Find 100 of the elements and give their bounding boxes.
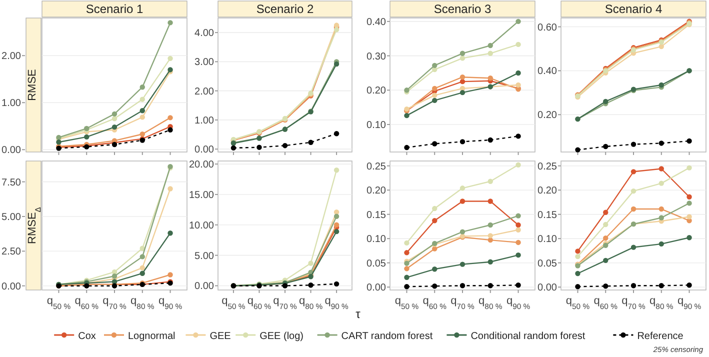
y-tick-label: 0.40 <box>538 66 558 78</box>
y-tick-label: 0.00 <box>366 282 386 294</box>
x-tick-label: q$_{80 %}$ <box>298 295 323 310</box>
y-tick-label: 5.00 <box>2 212 22 223</box>
y-tick-label: 0.05 <box>366 258 386 270</box>
point <box>630 142 636 147</box>
x-tick-label: q$_{90 %}$ <box>158 295 182 310</box>
point <box>460 283 466 288</box>
legend-label: Lognormal <box>128 331 176 342</box>
point <box>334 27 340 32</box>
point <box>460 78 466 84</box>
point <box>334 168 340 173</box>
y-tick-label: 0.15 <box>538 210 558 221</box>
point <box>603 222 608 228</box>
point <box>686 235 692 240</box>
point <box>658 241 664 247</box>
point <box>168 272 173 278</box>
y-tick-label: 7.50 <box>2 177 22 188</box>
point <box>488 42 493 48</box>
point <box>140 114 145 120</box>
point <box>432 206 438 212</box>
point <box>488 233 493 238</box>
y-tick-label: 0.00 <box>2 281 22 292</box>
x-tick-label: q$_{60 %}$ <box>422 295 447 310</box>
x-tick-label: q$_{50 %}$ <box>222 295 246 310</box>
x-tick-label: q$_{90 %}$ <box>677 295 702 310</box>
point <box>603 236 608 241</box>
y-tick-label: 0.20 <box>366 86 386 97</box>
point <box>603 210 608 216</box>
chart-title: Scenario 1 <box>86 2 144 16</box>
legend-label: Reference <box>637 331 684 342</box>
point <box>404 240 410 246</box>
point <box>488 259 493 264</box>
point <box>686 282 692 288</box>
point <box>308 282 314 288</box>
point <box>516 213 521 218</box>
point <box>460 229 466 234</box>
point <box>658 283 664 288</box>
point <box>686 194 692 200</box>
point <box>460 198 466 204</box>
y-tick-label: 0.00 <box>194 281 214 292</box>
legend-label: GEE <box>210 331 232 342</box>
point <box>630 188 636 194</box>
y-tick-label: 0.60 <box>538 22 558 34</box>
y-tick-label: 2.00 <box>2 51 22 62</box>
point <box>112 124 118 130</box>
point <box>112 116 118 122</box>
x-axis-title: τ <box>356 307 361 321</box>
point <box>56 140 62 145</box>
point <box>112 111 118 117</box>
point <box>404 266 410 272</box>
legend-label: Conditional random forest <box>470 331 586 342</box>
x-tick-label: q$_{80 %}$ <box>130 295 154 310</box>
point <box>488 76 493 81</box>
point <box>488 50 493 56</box>
point <box>308 140 314 145</box>
chart-title: Scenario 4 <box>604 2 663 16</box>
point <box>658 206 664 212</box>
y-tick-label: 0.20 <box>538 110 558 122</box>
y-tick-label: 1.00 <box>2 98 22 110</box>
y-tick-label: 0.15 <box>366 210 386 221</box>
point <box>460 50 466 56</box>
point <box>686 138 692 144</box>
y-tick-label: 1.00 <box>194 115 214 126</box>
y-tick-label: 0.10 <box>538 234 558 246</box>
x-tick-label: q$_{90 %}$ <box>506 295 530 310</box>
y-tick-label: 2.00 <box>194 86 214 98</box>
point <box>432 266 438 272</box>
point <box>432 92 438 98</box>
point <box>404 250 410 256</box>
point <box>112 274 118 279</box>
x-tick-label: q$_{80 %}$ <box>478 295 502 310</box>
point <box>488 283 493 288</box>
point <box>334 281 340 287</box>
y-tick-label: 0.05 <box>538 258 558 270</box>
point <box>630 206 636 212</box>
point <box>432 284 438 289</box>
point <box>575 270 580 276</box>
y-axis-title: RMSE <box>26 69 38 101</box>
point <box>516 82 521 88</box>
point <box>603 98 608 104</box>
y-tick-label: 0.40 <box>366 16 386 28</box>
y-tick-label: 0.00 <box>2 145 22 156</box>
point <box>516 42 521 48</box>
point <box>282 283 288 288</box>
x-tick-label: q$_{60 %}$ <box>247 295 272 310</box>
y-tick-label: 0.20 <box>366 186 386 197</box>
x-tick-label: q$_{70 %}$ <box>622 295 646 310</box>
y-tick-label: 0.25 <box>366 161 386 172</box>
point <box>460 56 466 61</box>
point <box>516 240 521 246</box>
legend-label: CART random forest <box>341 331 433 342</box>
point <box>168 127 173 132</box>
point <box>658 166 664 172</box>
point <box>404 112 410 118</box>
point <box>516 282 521 288</box>
point <box>140 108 145 114</box>
point <box>686 200 692 206</box>
x-tick-label: q$_{80 %}$ <box>650 295 674 310</box>
point <box>404 284 410 290</box>
